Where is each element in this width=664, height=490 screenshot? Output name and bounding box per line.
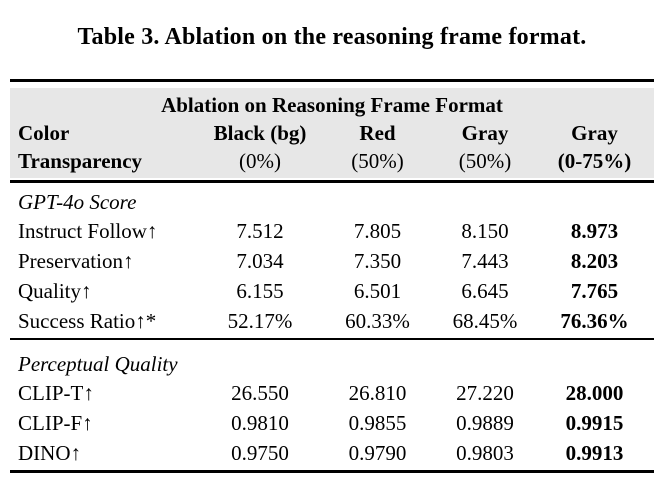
header-color-label: Color [18, 121, 70, 145]
table-row: Success Ratio↑* 52.17% 60.33% 68.45% 76.… [10, 306, 654, 336]
cell-value: 27.220 [456, 381, 514, 405]
table-row: Quality↑ 6.155 6.501 6.645 7.765 [10, 276, 654, 306]
section-gpt4o-score: GPT-4o Score Instruct Follow↑ 7.512 7.80… [10, 183, 654, 338]
cell-value: 7.443 [461, 249, 509, 273]
table-caption: Table 3. Ablation on the reasoning frame… [77, 24, 587, 50]
header-col-black-pct: (0%) [239, 149, 281, 173]
cell-value: 7.805 [353, 219, 402, 243]
top-rule [10, 79, 654, 82]
table-row: CLIP-T↑ 26.550 26.810 27.220 28.000 [10, 378, 654, 408]
header-col-gray50-pct: (50%) [458, 149, 512, 173]
cell-value: 6.501 [353, 279, 402, 303]
cell-value-best: 8.203 [570, 249, 619, 273]
cell-value: 8.150 [461, 219, 509, 243]
header-col-red: Red [359, 121, 396, 145]
row-label: Success Ratio↑* [18, 309, 157, 333]
bottom-rule [10, 470, 654, 473]
cell-value: 0.9855 [348, 411, 407, 435]
row-label: DINO↑ [18, 441, 81, 465]
cell-value-best: 7.765 [570, 279, 619, 303]
table-row: DINO↑ 0.9750 0.9790 0.9803 0.9913 [10, 438, 654, 468]
cell-value: 7.350 [353, 249, 402, 273]
header-col-gray50: Gray [461, 121, 509, 145]
table-row: CLIP-F↑ 0.9810 0.9855 0.9889 0.9915 [10, 408, 654, 438]
header-col-black: Black (bg) [213, 121, 307, 145]
cell-value: 6.155 [236, 279, 284, 303]
cell-value-best: 0.9913 [565, 441, 624, 465]
section-title-gpt4o: GPT-4o Score [18, 190, 137, 214]
cell-value: 0.9790 [348, 441, 407, 465]
cell-value: 7.034 [236, 249, 284, 273]
cell-value-best: 8.973 [570, 219, 619, 243]
cell-value-best: 76.36% [560, 309, 629, 333]
cell-value: 0.9810 [231, 411, 289, 435]
table-row: Preservation↑ 7.034 7.350 7.443 8.203 [10, 246, 654, 276]
cell-value: 0.9750 [231, 441, 289, 465]
cell-value: 60.33% [345, 309, 410, 333]
ablation-table: Ablation on Reasoning Frame Format Color… [10, 79, 654, 473]
cell-value: 26.550 [231, 381, 289, 405]
row-label: CLIP-F↑ [18, 411, 93, 435]
header-col-gray075-pct: (0-75%) [557, 149, 632, 173]
section-divider-rule [10, 338, 654, 340]
cell-value: 52.17% [227, 309, 293, 333]
cell-value: 26.810 [348, 381, 407, 405]
row-label: CLIP-T↑ [18, 381, 94, 405]
row-label: Instruct Follow↑ [18, 219, 158, 243]
header-transparency-label: Transparency [18, 149, 143, 173]
header-col-red-pct: (50%) [351, 149, 404, 173]
column-header-row-2: Transparency (0%) (50%) (50%) (0-75%) [10, 147, 654, 175]
section-title-perceptual: Perceptual Quality [18, 352, 178, 376]
section-perceptual-quality: Perceptual Quality CLIP-T↑ 26.550 26.810… [10, 340, 654, 470]
table-header-band: Ablation on Reasoning Frame Format Color… [10, 88, 654, 178]
row-label: Quality↑ [18, 279, 92, 303]
table-row: Instruct Follow↑ 7.512 7.805 8.150 8.973 [10, 216, 654, 246]
header-col-gray075: Gray [571, 121, 618, 145]
column-header-row-1: Color Black (bg) Red Gray Gray [10, 119, 654, 147]
band-title: Ablation on Reasoning Frame Format [161, 93, 503, 117]
cell-value: 0.9803 [456, 441, 514, 465]
cell-value-best: 28.000 [565, 381, 624, 405]
cell-value: 6.645 [461, 279, 509, 303]
header-rule [10, 180, 654, 183]
cell-value: 0.9889 [456, 411, 514, 435]
cell-value-best: 0.9915 [565, 411, 624, 435]
row-label: Preservation↑ [18, 249, 134, 273]
cell-value: 7.512 [236, 219, 284, 243]
cell-value: 68.45% [452, 309, 518, 333]
